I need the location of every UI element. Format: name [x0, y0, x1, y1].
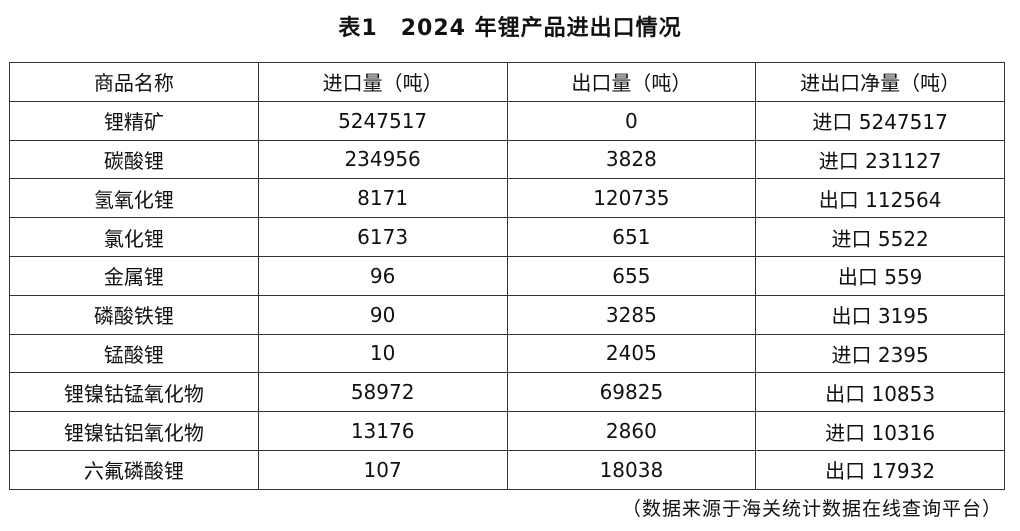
table-cell: 651 — [506, 217, 757, 257]
table-cell: 出口 10853 — [755, 372, 1005, 413]
table-cell: 8171 — [257, 178, 508, 219]
table-cell: 进口 10316 — [755, 411, 1005, 451]
table-row: 磷酸铁锂 90 3285 出口 3195 — [9, 294, 1005, 335]
table-cell: 锂镍钴铝氧化物 — [9, 411, 259, 451]
table-cell: 13176 — [257, 411, 508, 451]
table-cell: 六氟磷酸锂 — [9, 449, 259, 490]
table-cell: 进口 231127 — [755, 139, 1005, 180]
table-cell: 6173 — [257, 217, 508, 257]
column-header: 商品名称 — [9, 62, 259, 102]
table-cell: 234956 — [257, 139, 508, 180]
table-cell: 3828 — [506, 139, 757, 180]
table-cell: 进口 5247517 — [755, 100, 1005, 141]
column-header: 进口量（吨） — [257, 62, 508, 102]
table-cell: 出口 112564 — [755, 178, 1005, 219]
table-cell: 出口 3195 — [755, 294, 1005, 335]
table-row: 碳酸锂 234956 3828 进口 231127 — [9, 139, 1005, 180]
table-cell: 10 — [257, 333, 508, 374]
table-row: 锰酸锂 10 2405 进口 2395 — [9, 333, 1005, 374]
table-body: 锂精矿 5247517 0 进口 5247517 碳酸锂 234956 3828 进口 231… — [9, 100, 1005, 490]
table-cell: 进口 5522 — [755, 217, 1005, 257]
column-header: 出口量（吨） — [506, 62, 757, 102]
table-row: 氯化锂 6173 651 进口 5522 — [9, 217, 1005, 257]
table-cell: 磷酸铁锂 — [9, 294, 259, 335]
table-cell: 0 — [506, 100, 757, 141]
table-cell: 锰酸锂 — [9, 333, 259, 374]
table-cell: 金属锂 — [9, 255, 259, 296]
column-header: 进出口净量（吨） — [755, 62, 1005, 102]
table-row: 锂精矿 5247517 0 进口 5247517 — [9, 100, 1005, 141]
table-cell: 2860 — [506, 411, 757, 451]
table-cell: 氢氧化锂 — [9, 178, 259, 219]
table-cell: 69825 — [506, 372, 757, 413]
table-row: 锂镍钴锰氧化物 58972 69825 出口 10853 — [9, 372, 1005, 413]
table-cell: 碳酸锂 — [9, 139, 259, 180]
table-cell: 锂精矿 — [9, 100, 259, 141]
table-cell: 120735 — [506, 178, 757, 219]
table-row: 氢氧化锂 8171 120735 出口 112564 — [9, 178, 1005, 219]
data-table: 商品名称 进口量（吨） 出口量（吨） 进出口净量（吨） 锂精矿 5247517 0 进口 5… — [9, 62, 1005, 490]
table-cell: 58972 — [257, 372, 508, 413]
table-cell: 锂镍钴锰氧化物 — [9, 372, 259, 413]
header-row: 商品名称 进口量（吨） 出口量（吨） 进出口净量（吨） — [9, 62, 1005, 102]
source-note: （数据来源于海关统计数据在线查询平台） — [621, 498, 1002, 520]
table-cell: 18038 — [506, 449, 757, 490]
table-cell: 5247517 — [257, 100, 508, 141]
table-cell: 90 — [257, 294, 508, 335]
table-cell: 2405 — [506, 333, 757, 374]
table-cell: 出口 559 — [755, 255, 1005, 296]
table-row: 六氟磷酸锂 107 18038 出口 17932 — [9, 449, 1005, 490]
table-cell: 出口 17932 — [755, 449, 1005, 490]
table-cell: 655 — [506, 255, 757, 296]
table-cell: 氯化锂 — [9, 217, 259, 257]
table-cell: 96 — [257, 255, 508, 296]
table-row: 锂镍钴铝氧化物 13176 2860 进口 10316 — [9, 411, 1005, 451]
table-cell: 3285 — [506, 294, 757, 335]
table-cell: 107 — [257, 449, 508, 490]
table-title: 表1 2024 年锂产品进出口情况 — [338, 16, 682, 41]
table-cell: 进口 2395 — [755, 333, 1005, 374]
table-row: 金属锂 96 655 出口 559 — [9, 255, 1005, 296]
